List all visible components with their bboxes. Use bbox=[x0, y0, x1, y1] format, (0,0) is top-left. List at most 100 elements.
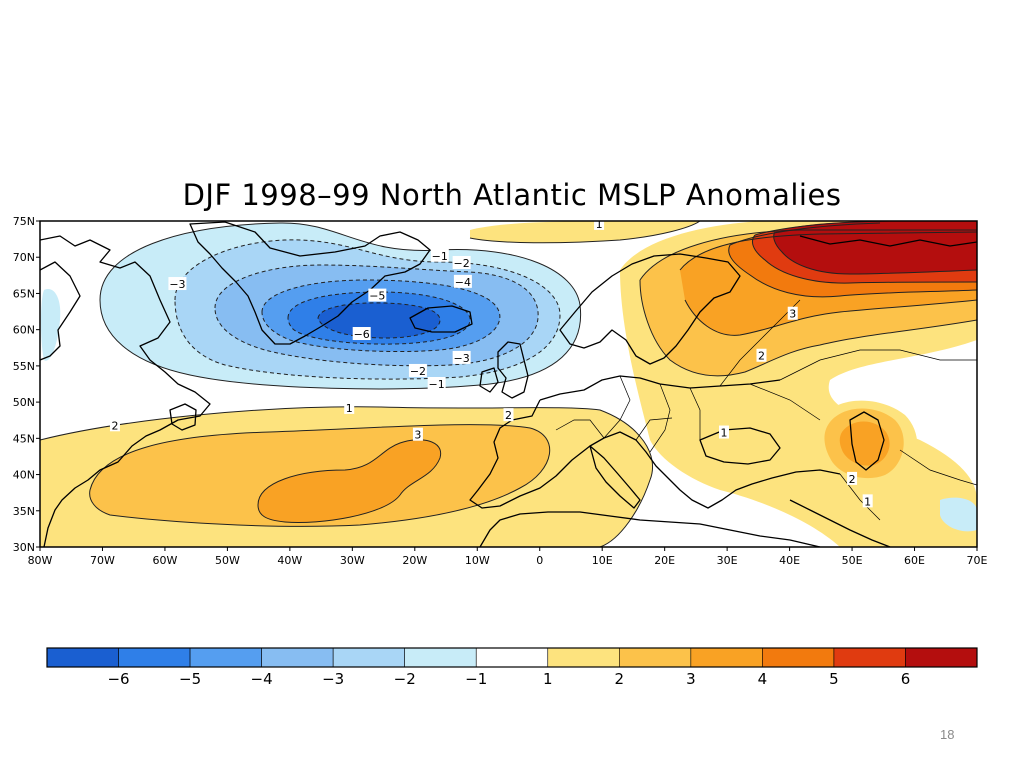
colorbar-label: 1 bbox=[543, 670, 553, 688]
coastline-newfoundland bbox=[169, 403, 197, 431]
contour-label: −4 bbox=[455, 276, 471, 289]
colorbar-label: −4 bbox=[251, 670, 273, 688]
colorbar-label: −3 bbox=[322, 670, 344, 688]
contour-label: −3 bbox=[454, 352, 470, 365]
lat-tick-label: 45N bbox=[13, 432, 35, 445]
coastline-scandinavia bbox=[559, 253, 741, 365]
contour-label-box bbox=[408, 363, 427, 377]
contour-label: 2 bbox=[111, 419, 118, 432]
contour-label-box bbox=[847, 471, 858, 485]
colorbar-label: −6 bbox=[107, 670, 129, 688]
colorbar-swatch bbox=[547, 647, 620, 668]
lon-tick-label: 40E bbox=[779, 554, 800, 567]
contour-label-box bbox=[412, 427, 423, 441]
coastline-africa bbox=[479, 511, 821, 547]
anomaly-region-north-plus1 bbox=[470, 221, 700, 243]
contour-label-box bbox=[503, 408, 514, 422]
map-title: DJF 1998–99 North Atlantic MSLP Anomalie… bbox=[182, 178, 842, 212]
lon-tick-label: 70E bbox=[967, 554, 988, 567]
lon-tick-label: 40W bbox=[277, 554, 302, 567]
contour-label-box bbox=[787, 306, 798, 320]
colorbar-label: 5 bbox=[829, 670, 839, 688]
colorbar-label: 3 bbox=[686, 670, 696, 688]
contour-label: −1 bbox=[432, 250, 448, 263]
lat-tick-label: 60N bbox=[13, 324, 35, 337]
lat-tick-label: 70N bbox=[13, 251, 35, 264]
lat-tick-label: 40N bbox=[13, 469, 35, 482]
contour-label-box bbox=[453, 274, 472, 288]
lat-tick-label: 50N bbox=[13, 396, 35, 409]
colorbar-swatch bbox=[189, 647, 262, 668]
lat-tick-label: 35N bbox=[13, 505, 35, 518]
contour-label: 1 bbox=[864, 495, 871, 508]
contour-label: −3 bbox=[169, 278, 185, 291]
coastline-iceland bbox=[409, 305, 473, 333]
colorbar-swatch bbox=[46, 647, 119, 668]
contour-label: −5 bbox=[369, 290, 385, 303]
coastline-british-isles bbox=[479, 341, 529, 399]
contour-label: 2 bbox=[849, 473, 856, 486]
colorbar-label: −2 bbox=[394, 670, 416, 688]
contour-label-box bbox=[862, 494, 873, 508]
lon-tick-label: 60W bbox=[152, 554, 177, 567]
colorbar-swatch bbox=[404, 647, 477, 668]
lon-tick-label: 70W bbox=[90, 554, 115, 567]
colorbar: −6 −5 −4 −3 −2 −1 1 2 3 4 5 6 bbox=[46, 647, 978, 688]
contour-label-box bbox=[594, 221, 605, 230]
colorbar-swatch bbox=[619, 647, 692, 668]
colorbar-swatch bbox=[475, 647, 549, 668]
colorbar-swatch bbox=[118, 647, 191, 668]
lon-tick-label: 10E bbox=[592, 554, 613, 567]
map-frame bbox=[39, 220, 978, 548]
contour-label-box bbox=[344, 400, 355, 414]
positive-anomaly-regions bbox=[40, 221, 977, 547]
contour-label-box bbox=[368, 288, 387, 302]
colorbar-swatch bbox=[905, 647, 978, 668]
contour-label-box bbox=[168, 277, 187, 291]
lon-tick-label: 20E bbox=[654, 554, 675, 567]
lon-tick-label: 30E bbox=[717, 554, 738, 567]
contour-label-box bbox=[756, 348, 767, 362]
contour-label-box bbox=[427, 377, 446, 390]
colorbar-label: −5 bbox=[179, 670, 201, 688]
contour-label: 1 bbox=[596, 218, 603, 231]
contour-label-box bbox=[109, 418, 120, 432]
contour-label: −2 bbox=[454, 257, 470, 270]
coastline-italy bbox=[589, 445, 641, 509]
colorbar-label: 4 bbox=[758, 670, 768, 688]
contour-label: 2 bbox=[758, 350, 765, 363]
lat-tick-label: 75N bbox=[13, 215, 35, 228]
contour-label: 3 bbox=[414, 429, 421, 442]
coastline-siberia bbox=[799, 235, 977, 247]
lat-tick-label: 65N bbox=[13, 287, 35, 300]
coastline-north-america bbox=[40, 235, 211, 547]
colorbar-swatch bbox=[261, 647, 334, 668]
lat-tick-label: 30N bbox=[13, 541, 35, 554]
coastline-hudson bbox=[40, 261, 81, 361]
country-borders bbox=[555, 299, 977, 521]
lon-tick-label: 20W bbox=[402, 554, 427, 567]
lon-tick-label: 60E bbox=[904, 554, 925, 567]
lon-tick-label: 0 bbox=[536, 554, 543, 567]
coastline-arabia bbox=[789, 499, 891, 547]
colorbar-swatch bbox=[690, 647, 763, 668]
slide-number: 18 bbox=[940, 727, 955, 742]
colorbar-swatch bbox=[833, 647, 906, 668]
colorbar-swatch bbox=[762, 647, 835, 668]
contour-label: −6 bbox=[354, 328, 370, 341]
anomaly-region-plus3-atlantic bbox=[258, 439, 441, 523]
lon-tick-label: 10W bbox=[465, 554, 490, 567]
contour-label-box bbox=[719, 425, 730, 439]
colorbar-label: 6 bbox=[901, 670, 911, 688]
contour-label: −2 bbox=[410, 365, 426, 378]
contour-label: 1 bbox=[346, 402, 353, 415]
contour-label: 1 bbox=[721, 427, 728, 440]
colorbar-label: −1 bbox=[465, 670, 487, 688]
contour-label-box bbox=[452, 256, 471, 270]
colorbar-label: 2 bbox=[615, 670, 625, 688]
contour-label-box bbox=[352, 327, 371, 341]
